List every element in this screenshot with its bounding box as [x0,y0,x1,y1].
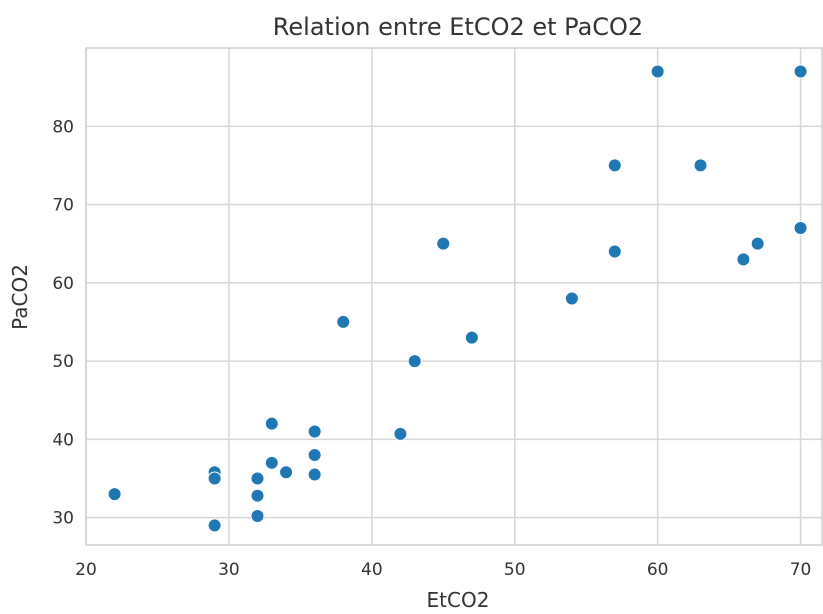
data-point [607,244,622,259]
y-tick-label: 70 [52,196,74,216]
data-point [464,330,479,345]
y-tick-label: 80 [52,117,74,137]
y-tick-label: 30 [52,509,74,529]
data-point [250,488,265,503]
tick-labels: 20 30 40 50 60 70 30 40 50 60 70 80 [52,117,811,580]
data-points [107,64,808,533]
grid-lines [85,48,822,545]
data-point [750,236,765,251]
data-point [607,158,622,173]
data-point [307,467,322,482]
chart-title: Relation entre EtCO2 et PaCO2 [273,13,643,41]
data-point [336,314,351,329]
data-point [264,416,279,431]
data-point [107,487,122,502]
data-point [393,426,408,441]
data-point [650,64,665,79]
y-tick-label: 40 [52,430,74,450]
x-tick-label: 40 [361,560,383,580]
data-point [436,236,451,251]
plot-area-frame [85,47,823,546]
data-point [207,518,222,533]
x-tick-label: 60 [647,560,669,580]
y-tick-label: 60 [52,274,74,294]
data-point [307,447,322,462]
x-tick-label: 50 [504,560,526,580]
data-point [793,221,808,236]
data-point [407,354,422,369]
data-point [250,509,265,524]
x-tick-label: 30 [218,560,240,580]
data-point [736,252,751,267]
y-axis-label: PaCO2 [8,264,32,330]
data-point [250,471,265,486]
data-point [207,471,222,486]
data-point [279,465,294,480]
x-tick-label: 70 [790,560,812,580]
x-axis-label: EtCO2 [427,588,490,612]
data-point [693,158,708,173]
data-point [307,424,322,439]
data-point [793,64,808,79]
y-tick-label: 50 [52,352,74,372]
data-point [564,291,579,306]
data-point [264,455,279,470]
x-tick-label: 20 [75,560,97,580]
